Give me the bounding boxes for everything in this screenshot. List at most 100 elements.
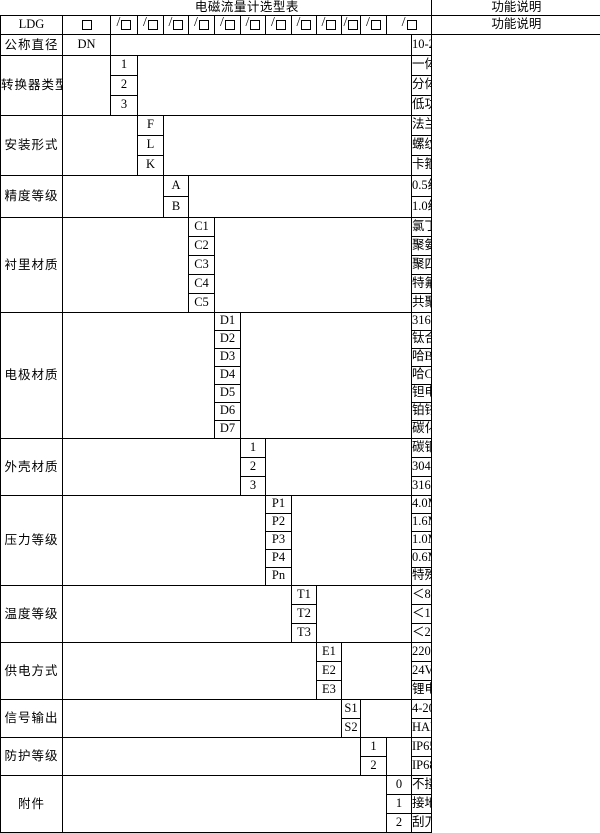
code-cell-7-4[interactable]: Pn (266, 567, 292, 585)
code-cell-10-0[interactable]: S1 (342, 699, 361, 718)
description-cell-2-1: 螺纹安装 (412, 135, 432, 155)
code-cell-5-5[interactable]: D6 (215, 402, 241, 420)
code-cell-9-1[interactable]: E2 (317, 661, 342, 680)
description-cell-6-0: 碳钢 (412, 438, 432, 457)
description-cell-5-2: 哈B电极 (412, 348, 432, 366)
model-code-box-6[interactable]: / (241, 15, 266, 34)
code-cell-1-2[interactable]: 3 (111, 95, 138, 115)
description-cell-10-0: 4-20mA+RS485（标配） (412, 699, 432, 718)
code-cell-10-1[interactable]: S2 (342, 718, 361, 737)
row-label-3: 精度等级 (1, 175, 63, 217)
code-cell-4-1[interactable]: C2 (189, 236, 215, 255)
model-code-box-9[interactable]: / (317, 15, 342, 34)
code-cell-7-0[interactable]: P1 (266, 495, 292, 513)
blank-left-1-0 (63, 55, 111, 115)
code-cell-11-0[interactable]: 1 (361, 737, 387, 756)
slash-icon: / (169, 16, 173, 31)
code-cell-8-2[interactable]: T3 (292, 623, 317, 642)
code-cell-5-6[interactable]: D7 (215, 420, 241, 438)
code-cell-12-0[interactable]: 0 (387, 775, 412, 794)
blank-right-6 (266, 438, 412, 495)
description-cell-5-6: 碳化钨 (412, 420, 432, 438)
model-code-box-12[interactable]: / (387, 15, 432, 34)
description-cell-12-1: 接地电极 (412, 794, 432, 813)
code-cell-8-1[interactable]: T2 (292, 604, 317, 623)
model-code-box-3[interactable]: / (164, 15, 189, 34)
row-label-4: 衬里材质 (1, 217, 63, 312)
code-cell-4-2[interactable]: C3 (189, 255, 215, 274)
model-code-box-5[interactable]: / (215, 15, 241, 34)
code-cell-7-2[interactable]: P3 (266, 531, 292, 549)
model-code-box-4[interactable]: / (189, 15, 215, 34)
code-box-icon (148, 20, 158, 30)
description-cell-9-0: 220VAC (412, 642, 432, 661)
description-cell-5-1: 钛合金 (412, 330, 432, 348)
table-row: 供电方式E1220VAC (1, 642, 600, 661)
code-cell-4-4[interactable]: C5 (189, 293, 215, 312)
description-cell-6-2: 316L不锈钢 (412, 476, 432, 495)
slash-icon: / (271, 16, 275, 31)
table-row: 衬里材质C1氯丁橡胶（CR） (1, 217, 600, 236)
description-cell-7-2: 1.0MPa（DN200~DN600） (412, 531, 432, 549)
description-cell-11-0: IP65 (412, 737, 432, 756)
blank-right-8 (317, 585, 412, 642)
code-cell-9-2[interactable]: E3 (317, 680, 342, 699)
model-code-box-10[interactable]: / (342, 15, 361, 34)
code-cell-2-0[interactable]: F (138, 115, 164, 135)
row-label-9: 供电方式 (1, 642, 63, 699)
code-cell-2-1[interactable]: L (138, 135, 164, 155)
model-code-box-8[interactable]: / (292, 15, 317, 34)
blank-left-12-0 (63, 775, 387, 832)
code-cell-9-0[interactable]: E1 (317, 642, 342, 661)
description-cell-5-0: 316L电极 (412, 312, 432, 330)
row-label-12: 附件 (1, 775, 63, 832)
code-cell-7-3[interactable]: P4 (266, 549, 292, 567)
code-cell-1-1[interactable]: 2 (111, 75, 138, 95)
blank-right-11 (387, 737, 412, 775)
code-box-icon (407, 20, 417, 30)
code-cell-12-2[interactable]: 2 (387, 813, 412, 832)
row-label-11: 防护等级 (1, 737, 63, 775)
blank-right-7 (292, 495, 412, 585)
code-cell-0-0[interactable]: DN (63, 34, 111, 55)
code-cell-3-0[interactable]: A (164, 175, 189, 196)
model-code-box-7[interactable]: / (266, 15, 292, 34)
code-cell-6-1[interactable]: 2 (241, 457, 266, 476)
row-label-5: 电极材质 (1, 312, 63, 438)
row-label-2: 安装形式 (1, 115, 63, 175)
code-cell-5-2[interactable]: D3 (215, 348, 241, 366)
model-code-box-11[interactable]: / (361, 15, 387, 34)
code-cell-8-0[interactable]: T1 (292, 585, 317, 604)
blank-left-9-0 (63, 642, 317, 699)
blank-right-2 (164, 115, 412, 175)
code-cell-5-1[interactable]: D2 (215, 330, 241, 348)
code-cell-6-2[interactable]: 3 (241, 476, 266, 495)
code-cell-4-0[interactable]: C1 (189, 217, 215, 236)
code-box-icon (348, 20, 358, 30)
slash-icon: / (194, 16, 198, 31)
description-cell-4-1: 聚氨酯橡胶（PU） (412, 236, 432, 255)
model-code-box-2[interactable]: / (138, 15, 164, 34)
code-cell-2-2[interactable]: K (138, 155, 164, 175)
code-cell-11-1[interactable]: 2 (361, 756, 387, 775)
code-cell-6-0[interactable]: 1 (241, 438, 266, 457)
model-code-box-1[interactable]: / (111, 15, 138, 34)
code-cell-1-0[interactable]: 1 (111, 55, 138, 75)
code-cell-5-0[interactable]: D1 (215, 312, 241, 330)
code-cell-12-1[interactable]: 1 (387, 794, 412, 813)
code-cell-3-1[interactable]: B (164, 196, 189, 217)
row-label-6: 外壳材质 (1, 438, 63, 495)
blank-right-4 (215, 217, 412, 312)
right-header: 功能说明 (432, 15, 600, 34)
code-cell-7-1[interactable]: P2 (266, 513, 292, 531)
model-code-box-0[interactable] (63, 15, 111, 34)
description-cell-4-0: 氯丁橡胶（CR） (412, 217, 432, 236)
code-cell-5-3[interactable]: D4 (215, 366, 241, 384)
code-cell-5-4[interactable]: D5 (215, 384, 241, 402)
slash-icon: / (220, 16, 224, 31)
slash-icon: / (344, 16, 348, 31)
code-cell-4-3[interactable]: C4 (189, 274, 215, 293)
